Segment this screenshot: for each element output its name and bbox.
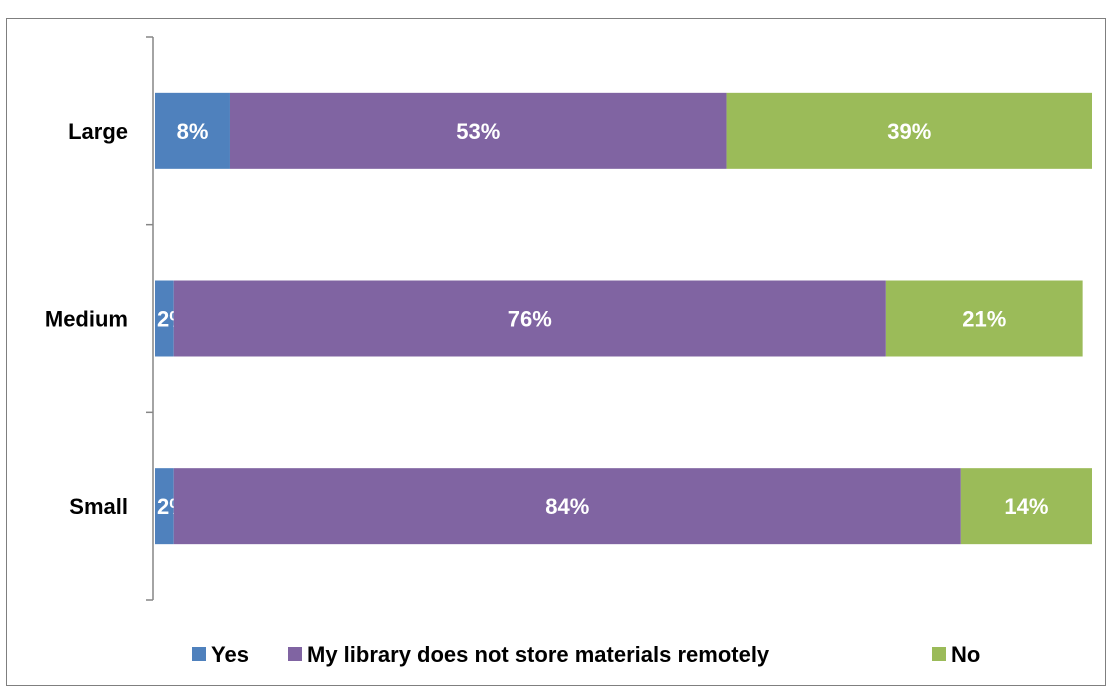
bar-segment — [155, 92, 230, 169]
category-axis — [146, 36, 154, 601]
category-label: Small — [69, 494, 128, 519]
category-label: Medium — [45, 307, 128, 332]
data-label: 53% — [456, 119, 500, 144]
legend-swatch — [932, 647, 946, 661]
data-label: 39% — [887, 119, 931, 144]
bar-segment — [885, 280, 1083, 357]
legend-label: My library does not store materials remo… — [307, 642, 770, 667]
bar-segment — [173, 468, 961, 545]
bar-segment — [229, 92, 727, 169]
legend-swatch — [288, 647, 302, 661]
legend-label: Yes — [211, 642, 249, 667]
category-labels: Large Medium Small — [45, 119, 128, 519]
data-label: 76% — [508, 307, 552, 332]
legend-swatch — [192, 647, 206, 661]
bar-segment — [726, 92, 1092, 169]
legend-label: No — [951, 642, 980, 667]
bar-segment — [155, 468, 174, 545]
bar-segment — [155, 280, 174, 357]
legend: Yes My library does not store materials r… — [192, 642, 980, 667]
bars: 8% 53% 39%2% 76% 21%2% 84% 14% — [155, 92, 1092, 545]
data-label: 8% — [177, 119, 209, 144]
bar-segment — [960, 468, 1092, 545]
data-label: 84% — [545, 494, 589, 519]
category-label: Large — [68, 119, 128, 144]
data-label: 21% — [962, 307, 1006, 332]
bar-segment — [173, 280, 886, 357]
data-label: 14% — [1004, 494, 1048, 519]
